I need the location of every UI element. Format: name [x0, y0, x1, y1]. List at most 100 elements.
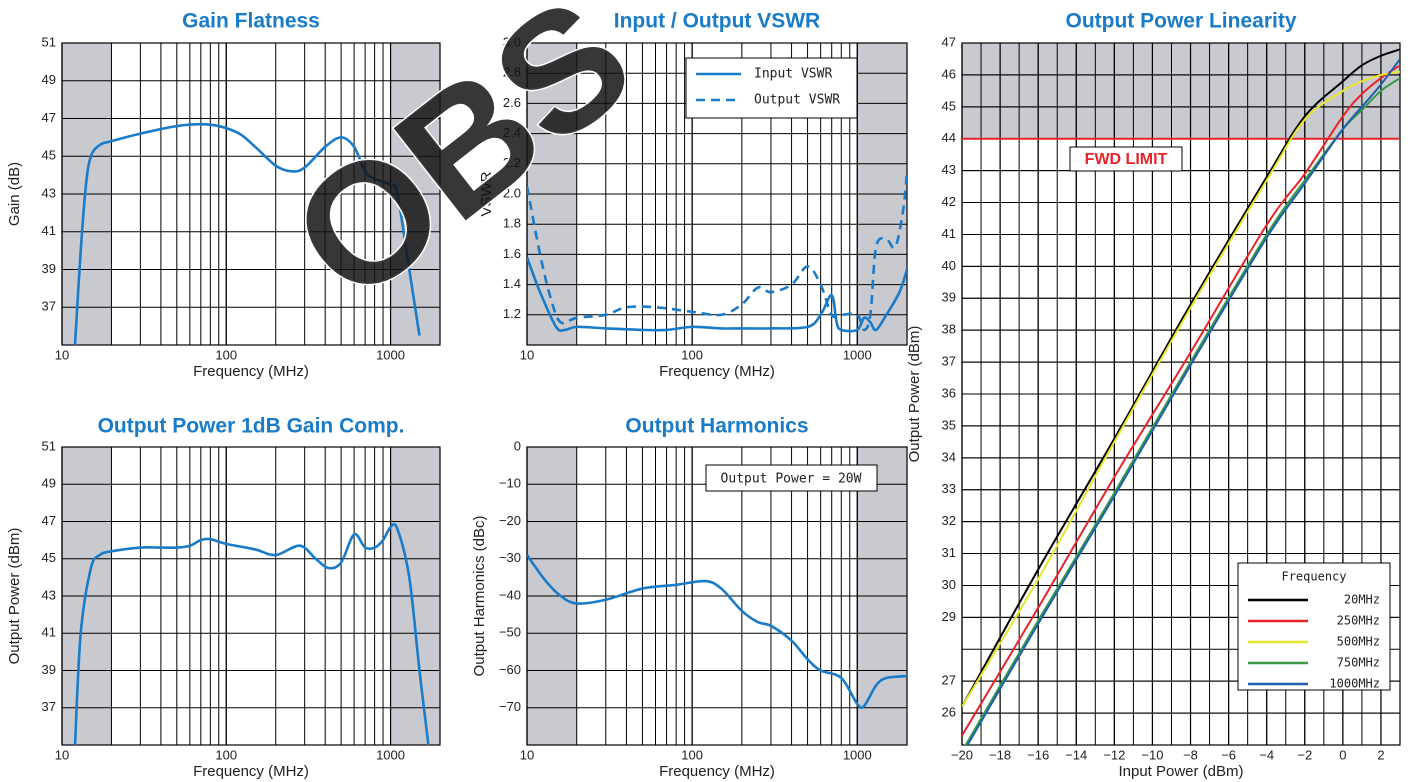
series-line — [527, 554, 907, 710]
y-tick-label: 47 — [942, 34, 956, 49]
x-tick-label: −16 — [1027, 747, 1049, 762]
plot-frame — [61, 42, 441, 346]
y-tick-label: −60 — [499, 662, 521, 677]
y-tick-label: 31 — [942, 545, 956, 560]
y-tick-label: 1.2 — [503, 306, 521, 321]
plot-frame — [961, 42, 1401, 746]
series-line — [966, 58, 1400, 745]
y-tick-label: −10 — [499, 476, 521, 491]
x-tick-label: −6 — [1221, 747, 1236, 762]
y-tick-label: 2.0 — [503, 185, 521, 200]
y-tick-label: 40 — [942, 258, 956, 273]
y-tick-label: 27 — [942, 673, 956, 688]
x-tick-label: −4 — [1259, 747, 1274, 762]
y-tick-label: 34 — [942, 449, 956, 464]
y-tick-label: 38 — [942, 322, 956, 337]
limit-zone — [962, 43, 1400, 139]
legend-label: 20MHz — [1344, 593, 1380, 607]
y-axis-label: Output Harmonics (dBc) — [471, 516, 488, 677]
x-tick-label: 100 — [681, 747, 703, 762]
x-tick-label: 1000 — [376, 747, 405, 762]
legend-label: 1000MHz — [1329, 677, 1380, 691]
y-tick-label: 49 — [42, 72, 56, 87]
annotation: Output Power = 20W — [721, 472, 862, 487]
y-tick-label: 43 — [42, 185, 56, 200]
y-tick-label: 36 — [942, 385, 956, 400]
series-line — [964, 77, 1400, 745]
series-line — [527, 256, 907, 333]
chart-title: Output Harmonics — [625, 415, 808, 438]
series-line — [73, 522, 430, 745]
legend-label: 250MHz — [1337, 614, 1380, 628]
x-tick-label: 0 — [1339, 747, 1346, 762]
y-tick-label: 46 — [942, 66, 956, 81]
plot-frame — [526, 446, 908, 746]
x-tick-label: 10 — [55, 747, 69, 762]
chart-title: Output Power Linearity — [1065, 10, 1296, 33]
y-tick-label: 2.6 — [503, 95, 521, 110]
y-tick-label: −30 — [499, 550, 521, 565]
y-tick-label: 51 — [42, 438, 56, 453]
series-line — [962, 64, 1400, 736]
y-tick-label: −40 — [499, 587, 521, 602]
x-tick-label: −14 — [1065, 747, 1087, 762]
y-tick-label: 3.0 — [503, 34, 521, 49]
x-tick-label: 100 — [215, 347, 237, 362]
legend-label: 750MHz — [1337, 656, 1380, 670]
plot-frame — [526, 42, 908, 346]
limit-label-box — [1069, 146, 1183, 172]
x-axis-label: Input Power (dBm) — [1118, 763, 1243, 780]
y-tick-label: 30 — [942, 577, 956, 592]
series-line — [962, 48, 1400, 708]
legend-label: 500MHz — [1337, 635, 1380, 649]
legend-label: Input VSWR — [754, 67, 832, 82]
x-tick-label: 1000 — [843, 747, 872, 762]
y-tick-label: 2.4 — [503, 125, 521, 140]
y-tick-label: 35 — [942, 417, 956, 432]
y-tick-label: 37 — [42, 699, 56, 714]
x-tick-label: 1000 — [376, 347, 405, 362]
x-axis-label: Frequency (MHz) — [659, 763, 775, 780]
y-tick-label: 47 — [42, 513, 56, 528]
y-axis-label: VSWR — [478, 171, 495, 216]
x-tick-label: 10 — [520, 747, 534, 762]
y-tick-label: 39 — [42, 261, 56, 276]
series-line — [73, 122, 421, 345]
chart-title: Gain Flatness — [182, 10, 320, 33]
y-tick-label: 26 — [942, 705, 956, 720]
x-tick-label: −10 — [1141, 747, 1163, 762]
y-tick-label: 45 — [42, 550, 56, 565]
y-tick-label: 1.4 — [503, 276, 521, 291]
y-tick-label: 45 — [42, 148, 56, 163]
x-axis-label: Frequency (MHz) — [659, 363, 775, 380]
y-tick-label: 41 — [42, 625, 56, 640]
x-tick-label: −2 — [1297, 747, 1312, 762]
x-tick-label: 1000 — [843, 347, 872, 362]
annotation-box — [705, 464, 878, 492]
x-tick-label: −20 — [951, 747, 973, 762]
y-tick-label: 51 — [42, 34, 56, 49]
x-tick-label: 10 — [55, 347, 69, 362]
chart-title: Output Power 1dB Gain Comp. — [98, 415, 405, 438]
legend-box — [685, 57, 858, 119]
x-tick-label: −18 — [989, 747, 1011, 762]
y-tick-label: −20 — [499, 513, 521, 528]
x-axis-label: Frequency (MHz) — [193, 363, 309, 380]
y-axis-label: Gain (dB) — [6, 162, 23, 226]
series-line — [962, 70, 1400, 708]
limit-label: FWD LIMIT — [1085, 151, 1168, 168]
y-tick-label: 2.2 — [503, 155, 521, 170]
x-tick-label: −12 — [1103, 747, 1125, 762]
x-tick-label: −8 — [1183, 747, 1198, 762]
y-tick-label: 39 — [42, 662, 56, 677]
y-axis-label: Output Power (dBm) — [6, 528, 23, 665]
y-tick-label: −50 — [499, 625, 521, 640]
y-tick-label: 43 — [942, 162, 956, 177]
y-tick-label: 41 — [942, 226, 956, 241]
y-tick-label: 41 — [42, 223, 56, 238]
y-tick-label: 2.8 — [503, 65, 521, 80]
y-axis-label: Output Power (dBm) — [906, 326, 923, 463]
y-tick-label: 43 — [42, 587, 56, 602]
y-tick-label: 37 — [42, 299, 56, 314]
